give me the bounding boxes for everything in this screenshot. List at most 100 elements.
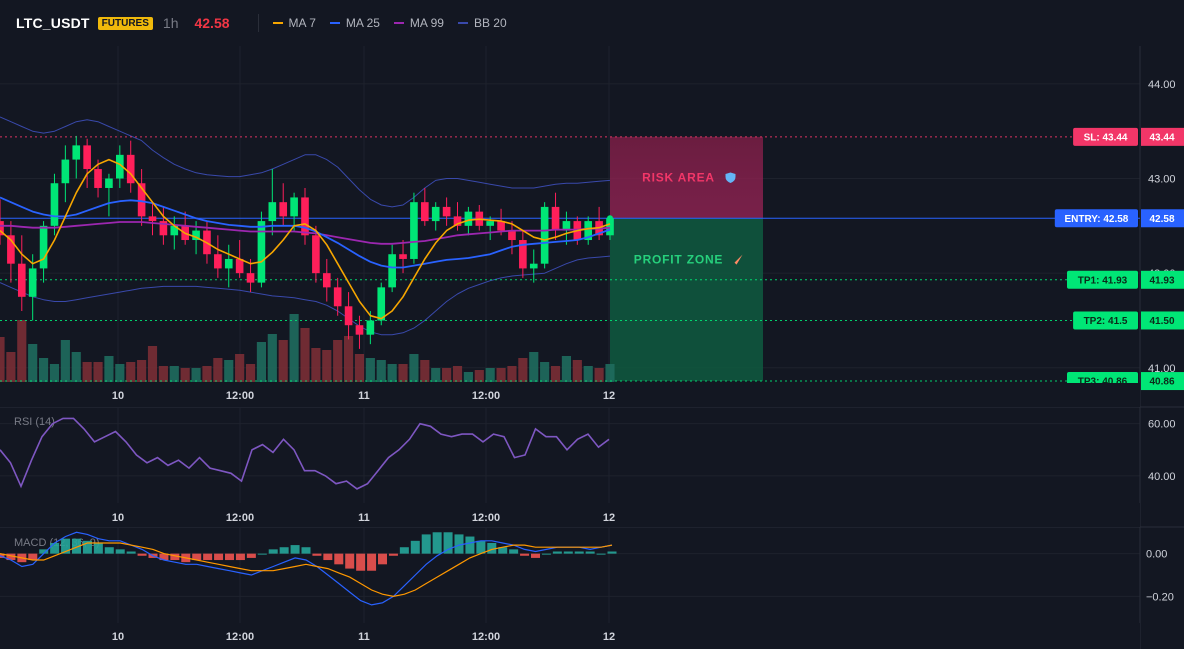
macd-histogram-bar [235, 553, 245, 561]
level-tag-label: TP1: 41.93 [1078, 275, 1128, 286]
candle-body [410, 202, 418, 259]
candle-body [344, 306, 353, 326]
candle-body [519, 240, 527, 269]
time-tick-label: 10 [112, 631, 124, 643]
macd-histogram-bar [115, 549, 125, 554]
macd-histogram-bar [170, 553, 180, 561]
level-price-label: 42.58 [1149, 214, 1174, 225]
ma7-line [0, 158, 611, 320]
time-tick-label: 11 [358, 390, 370, 402]
candle-body [126, 154, 135, 184]
risk-area-zone [610, 136, 763, 219]
legend-label: BB 20 [473, 16, 507, 30]
candle-body [301, 197, 309, 236]
time-tick-label: 12:00 [226, 631, 254, 643]
volume-bar [158, 366, 168, 382]
bb-lower-band [0, 255, 611, 336]
volume-bar [104, 356, 114, 382]
volume-bar [300, 328, 310, 382]
legend-bb20[interactable]: BB 20 [457, 16, 507, 30]
macd-tick-label: −0.20 [1146, 591, 1174, 603]
candle-body [399, 254, 407, 259]
symbol-title[interactable]: LTC_USDT [16, 15, 90, 31]
price-tick-label: 41.00 [1148, 363, 1176, 375]
volume-bar [6, 352, 16, 382]
candle-body [246, 273, 255, 283]
time-tick-label: 11 [358, 512, 370, 524]
macd-histogram-bar [257, 553, 267, 555]
volume-bar [452, 366, 463, 382]
macd-histogram-bar [72, 538, 81, 554]
macd-histogram-bar [39, 549, 49, 554]
volume-bar [235, 354, 245, 382]
time-tick-label: 12:00 [226, 390, 254, 402]
volume-bar [605, 364, 615, 382]
macd-histogram-bar [6, 553, 16, 561]
macd-histogram-bar [531, 553, 540, 558]
macd-histogram-bar [520, 553, 530, 556]
volume-bar [540, 362, 550, 382]
macd-histogram-bar [225, 553, 234, 561]
candle-body [551, 206, 560, 231]
macd-histogram-bar [0, 553, 5, 558]
candle-body [290, 197, 298, 217]
volume-bar [354, 354, 365, 382]
volume-bar [583, 366, 593, 382]
chart-header: LTC_USDT FUTURES 1h 42.58 MA 7 MA 25 MA … [0, 0, 1184, 46]
time-tick-label: 12:00 [226, 512, 254, 524]
macd-histogram-bar [356, 553, 366, 571]
volume-bar [245, 364, 256, 382]
legend-ma99[interactable]: MA 99 [393, 16, 444, 30]
legend-label: MA 99 [409, 16, 444, 30]
volume-bar [71, 352, 81, 382]
level-price-tag [1141, 209, 1184, 228]
candle-body [83, 145, 91, 170]
candle-body [333, 287, 342, 307]
volume-bar [561, 356, 572, 382]
volume-bar [213, 358, 223, 382]
candle-body [50, 183, 59, 226]
candle-body [39, 225, 48, 269]
macd-histogram-bar [367, 553, 377, 571]
volume-bar [463, 372, 473, 382]
candle-body [72, 145, 81, 160]
volume-bar [180, 368, 190, 382]
timeframe-label[interactable]: 1h [162, 15, 179, 31]
macd-histogram-bar [596, 553, 606, 555]
macd-tick-label: 0.00 [1146, 549, 1167, 561]
price-tick-label: 44.00 [1148, 79, 1176, 91]
legend-ma7[interactable]: MA 7 [272, 16, 316, 30]
volume-bar [267, 334, 277, 382]
candle-body [17, 263, 26, 297]
volume-bar [572, 360, 582, 382]
volume-bar [256, 342, 267, 382]
macd-histogram-bar [323, 553, 333, 561]
time-tick-label: 12 [603, 390, 615, 402]
volume-bar [485, 368, 495, 382]
volume-bar [169, 366, 179, 382]
macd-histogram-bar [399, 547, 409, 554]
volume-bar [38, 358, 49, 382]
macd-histogram-bar [246, 553, 256, 558]
macd-histogram-bar [301, 547, 311, 554]
time-tick-label: 10 [112, 512, 124, 524]
level-price-tag [1141, 372, 1184, 391]
volume-bar [431, 368, 441, 382]
macd-histogram-bar [137, 553, 147, 556]
candle-body [486, 221, 494, 226]
volume-bar [518, 358, 528, 382]
candle-body [497, 221, 505, 231]
macd-histogram-bar [563, 551, 573, 554]
profit-zone [610, 218, 763, 382]
candle-body [61, 159, 70, 184]
level-tag-label: SL: 43.44 [1084, 132, 1128, 143]
rsi-tick-label: 60.00 [1148, 419, 1176, 431]
macd-histogram-bar [410, 540, 420, 554]
time-tick-label: 10 [112, 390, 124, 402]
volume-bar [420, 360, 430, 382]
macd-histogram-bar [574, 551, 584, 554]
legend-ma25[interactable]: MA 25 [329, 16, 380, 30]
candle-body [268, 202, 277, 222]
candle-body [0, 221, 4, 236]
